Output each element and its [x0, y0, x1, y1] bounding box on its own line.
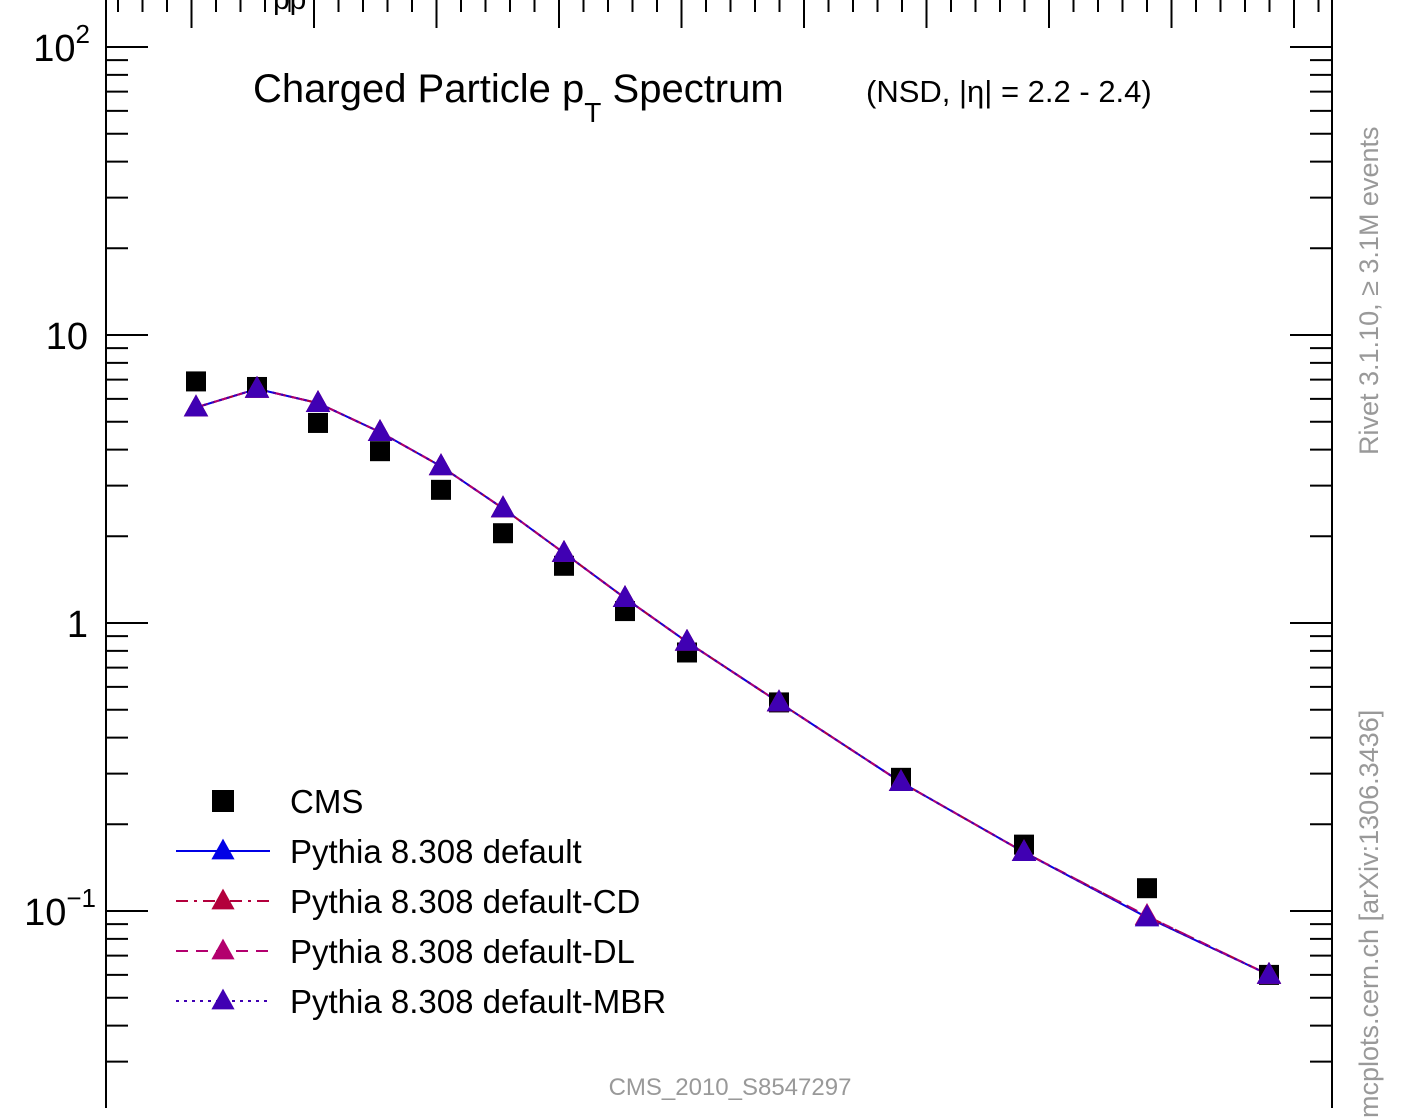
chart-subtitle: (NSD, |η| = 2.2 - 2.4): [866, 74, 1152, 109]
legend-marker: [211, 988, 235, 1010]
data-point-pythia-8-308-default-mbr: [888, 769, 914, 792]
legend-label: Pythia 8.308 default-MBR: [290, 983, 666, 1020]
analysis-id-footer: CMS_2010_S8547297: [608, 1074, 852, 1101]
data-point-pythia-8-308-default-mbr: [1134, 904, 1160, 927]
data-point-pythia-8-308-default-mbr: [551, 539, 577, 562]
data-point-pythia-8-308-default-mbr: [428, 453, 454, 476]
data-point-pythia-8-308-default-mbr: [244, 375, 270, 398]
data-point-cms: [186, 371, 206, 392]
series-line-pythia-8-308-default-mbr: [195, 387, 1270, 976]
y-tick-label: 1: [67, 604, 88, 646]
data-point-cms: [1137, 878, 1157, 899]
legend-marker: [211, 838, 235, 860]
data-point-pythia-8-308-default-mbr: [612, 585, 638, 607]
legend-marker-cms: [212, 790, 234, 812]
series-line-pythia-8-308-default-dl: [195, 387, 1270, 976]
data-point-pythia-8-308-default-mbr: [490, 495, 516, 518]
plot-frame: [105, 0, 1333, 1108]
data-point-cms: [493, 523, 513, 544]
y-tick-label: 10−1: [24, 883, 96, 934]
mcplots-source-label: mcplots.cern.ch [arXiv:1306.3436]: [1354, 709, 1384, 1118]
y-tick-label: 102: [33, 19, 90, 70]
legend-label: Pythia 8.308 default: [290, 833, 582, 870]
y-tick-label: 10: [46, 316, 88, 358]
data-point-pythia-8-308-default-mbr: [183, 394, 209, 417]
data-point-pythia-8-308-default-mbr: [305, 390, 331, 412]
data-point-pythia-8-308-default-mbr: [1256, 961, 1282, 984]
rivet-version-label: Rivet 3.1.10, ≥ 3.1M events: [1354, 126, 1384, 455]
data-point-pythia-8-308-default-mbr: [1011, 839, 1037, 862]
legend-marker: [211, 888, 235, 910]
data-point-pythia-8-308-default-mbr: [674, 628, 700, 651]
data-point-cms: [308, 412, 328, 433]
legend-marker: [211, 938, 235, 960]
data-point-cms: [431, 479, 451, 500]
legend-label: Pythia 8.308 default-DL: [290, 933, 635, 970]
data-point-pythia-8-308-default-mbr: [367, 419, 393, 441]
data-point-pythia-8-308-default-mbr: [766, 689, 792, 712]
chart-title: Charged Particle pT Spectrum: [253, 67, 784, 128]
data-point-cms: [370, 441, 390, 462]
legend-label: Pythia 8.308 default-CD: [290, 883, 640, 920]
legend-label: CMS: [290, 783, 363, 820]
